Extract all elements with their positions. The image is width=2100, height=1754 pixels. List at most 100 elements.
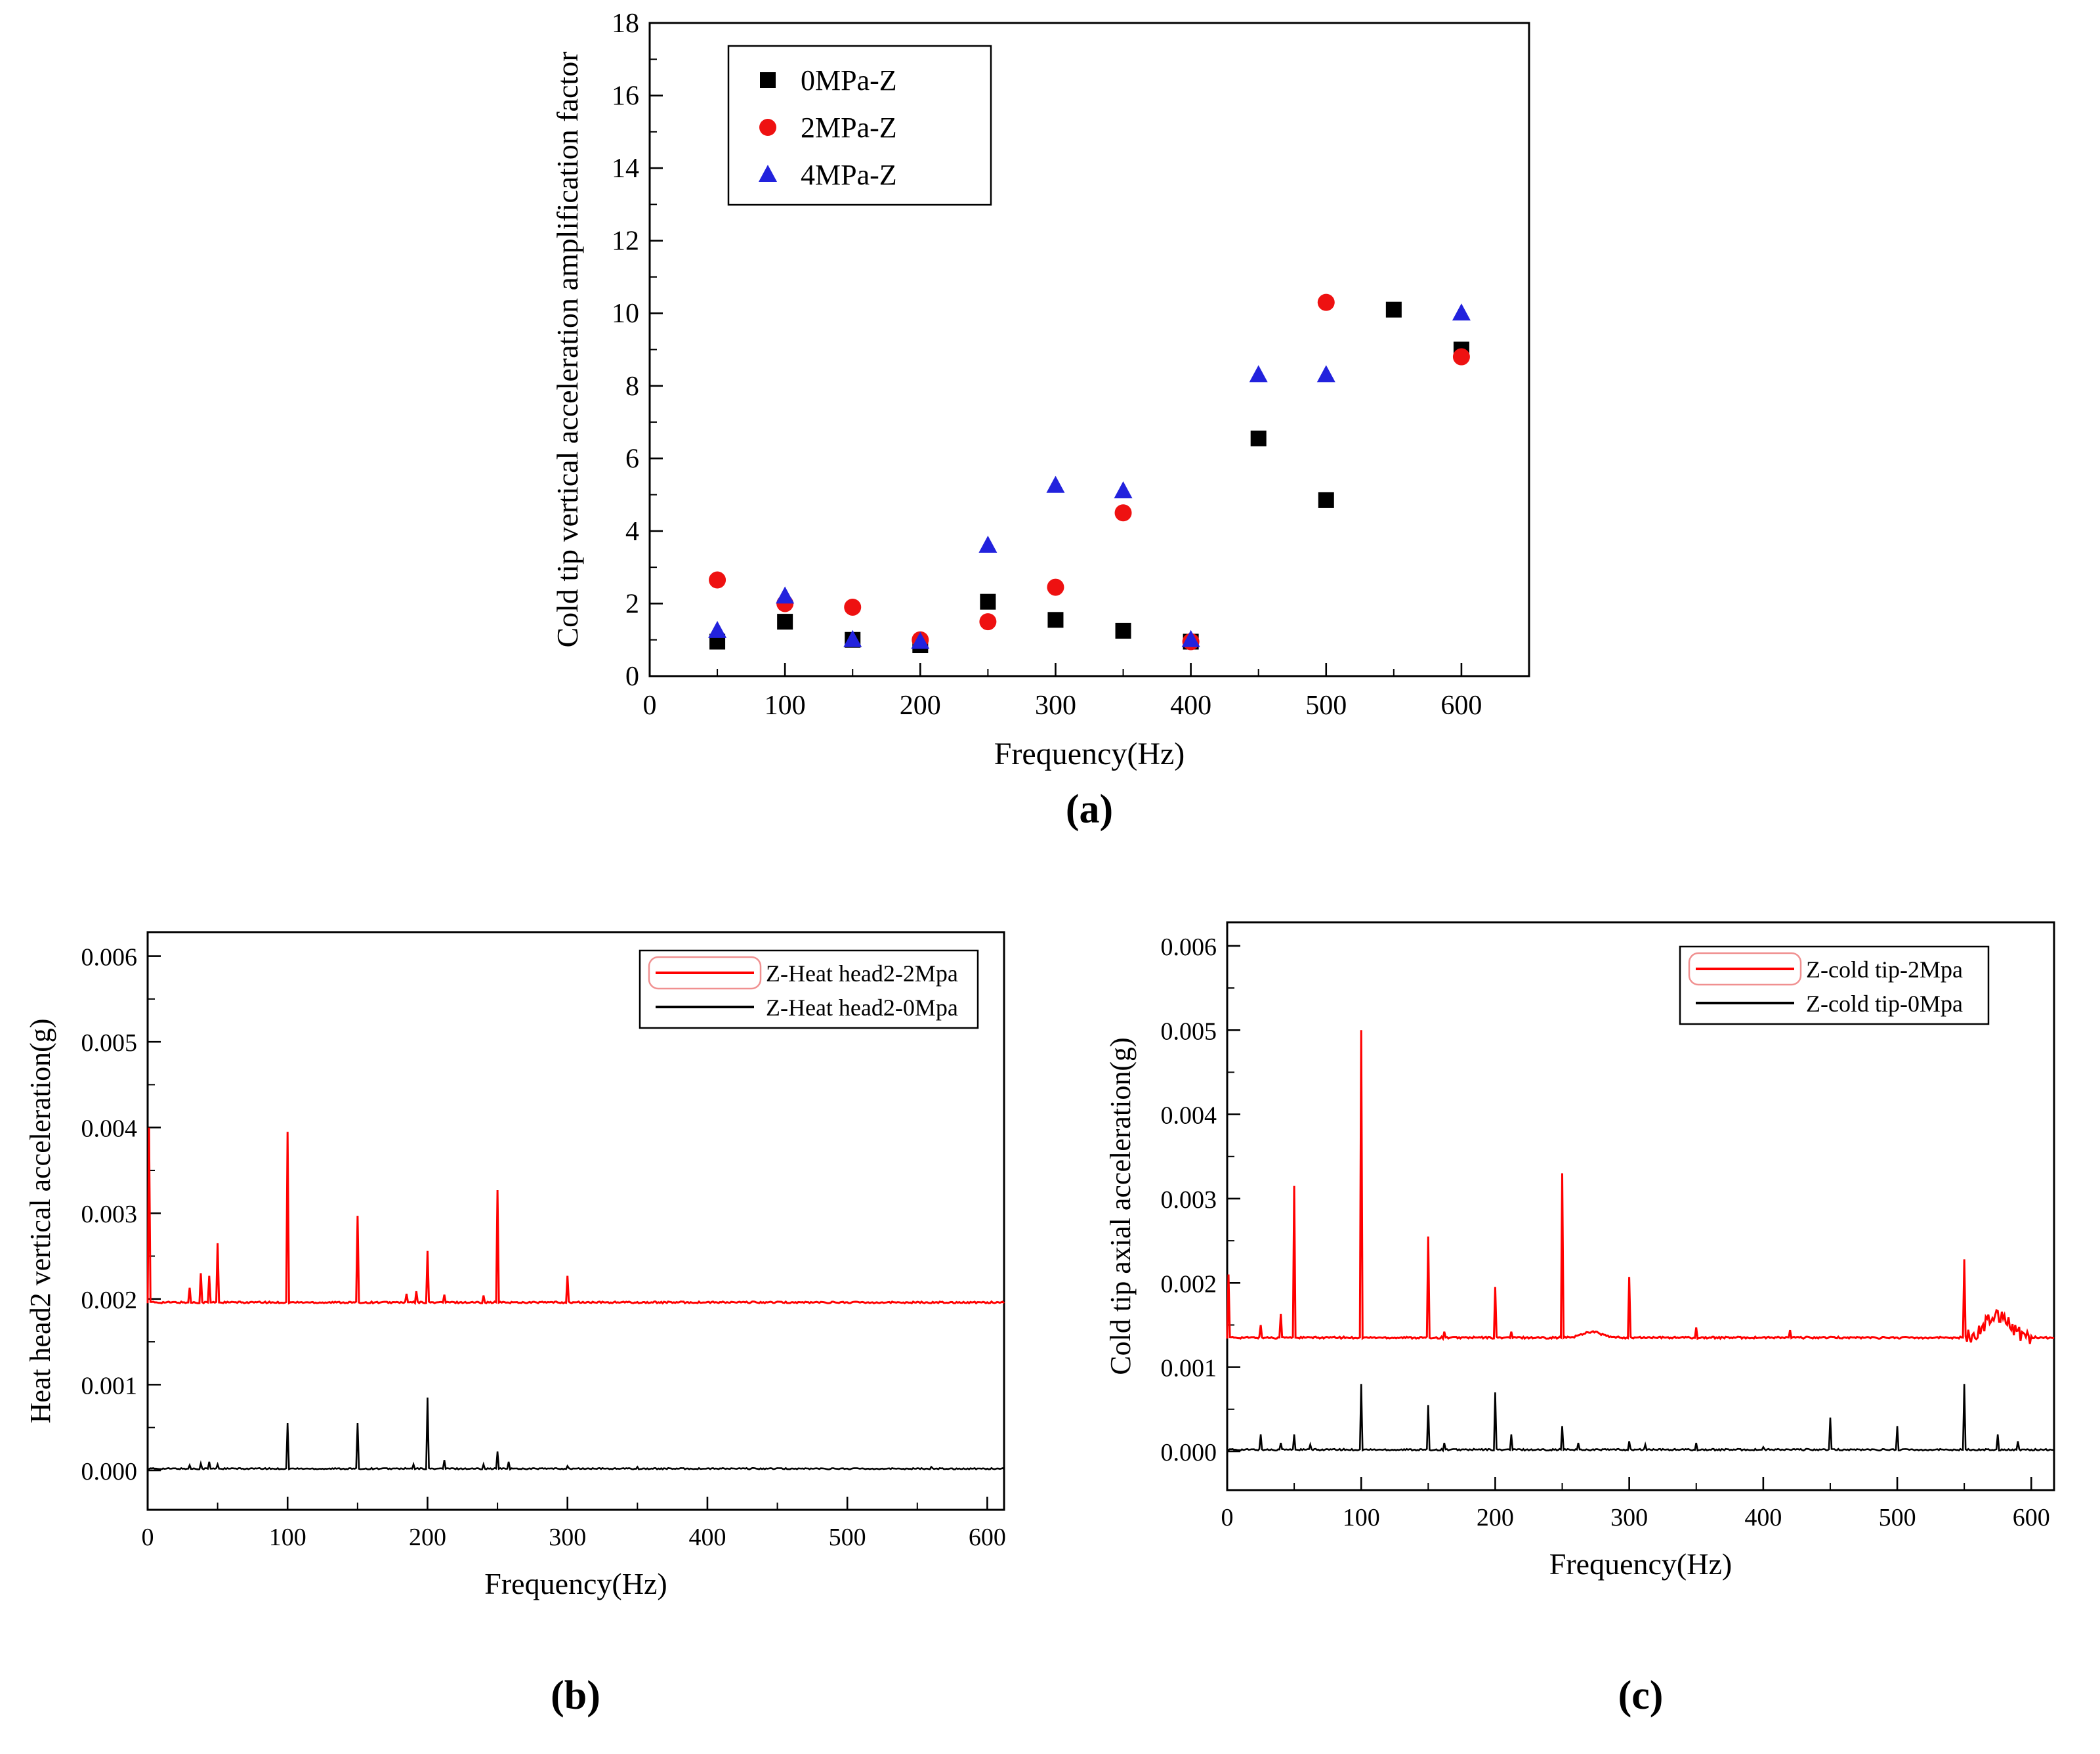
panel-c-label: (c) — [1618, 1673, 1664, 1718]
axis-text: 2MPa-Z — [801, 112, 897, 144]
panel-a-label: (a) — [1065, 787, 1114, 832]
triangle-marker — [1316, 365, 1335, 383]
chart-c-plot: 0 100 200 300 400 500 600 0.000 0.001 0.002 0.003 0… — [1104, 921, 2055, 1581]
axis-text: 300 — [1610, 1504, 1648, 1531]
triangle-marker — [759, 165, 777, 182]
axes-b: 0 100 200 300 400 500 600 0.000 0.001 0.002 0.003 0… — [24, 931, 1006, 1600]
series-4MPa-Z — [708, 303, 1471, 649]
legend-c: Z-cold tip-2Mpa Z-cold tip-0Mpa — [1679, 945, 1990, 1025]
axis-text: 500 — [829, 1524, 866, 1551]
circle-marker — [759, 119, 776, 136]
axis-text: 0.004 — [81, 1115, 138, 1143]
series-line-Z-cold tip-2Mpa — [1226, 1030, 2055, 1344]
series-0MPa-Z — [709, 301, 1469, 654]
triangle-marker — [1114, 481, 1133, 499]
axis-text: 10 — [612, 299, 639, 329]
triangle-marker — [911, 631, 930, 649]
axis-text: 0.004 — [1161, 1102, 1217, 1130]
axis-text: 0.002 — [81, 1287, 138, 1314]
axis-text: 0.001 — [81, 1372, 138, 1400]
series-line-Z-cold tip-0Mpa — [1227, 1384, 2055, 1453]
axis-text: 4 — [625, 517, 639, 547]
triangle-marker — [843, 630, 862, 647]
axis-text: 0.001 — [1161, 1355, 1217, 1382]
axis-text: 600 — [2013, 1504, 2050, 1531]
axis-text: 500 — [1305, 691, 1347, 721]
axis-text: 400 — [1744, 1504, 1782, 1531]
axis-text: 0 — [1221, 1504, 1234, 1531]
chart-b-plot: 0 100 200 300 400 500 600 0.000 0.001 0.002 0.003 0… — [24, 931, 1006, 1600]
axis-text: 0.002 — [1161, 1270, 1217, 1298]
series-a — [708, 293, 1471, 654]
legend-b: Z-Heat head2-2Mpa Z-Heat head2-0Mpa — [639, 949, 979, 1029]
axis-text: 0.006 — [81, 944, 138, 972]
axis-text: 8 — [625, 372, 639, 402]
panel-b-label: (b) — [551, 1673, 600, 1718]
series-2MPa-Z — [709, 293, 1470, 651]
axis-text: 0.000 — [1161, 1439, 1217, 1466]
series-line-Z-Heat head2-2Mpa — [146, 1127, 1005, 1306]
axis-text: 600 — [969, 1524, 1006, 1551]
square-marker — [1250, 430, 1267, 446]
axis-text: 14 — [612, 154, 639, 184]
axis-text: 18 — [612, 9, 639, 39]
axis-text: 16 — [612, 81, 639, 112]
triangle-marker — [1452, 303, 1471, 321]
axis-text: 0.005 — [81, 1029, 138, 1057]
chart-a-plot: 0 100 200 300 400 500 600 0 2 4 6 8 10 12 14 16 18 Freque… — [551, 9, 1530, 771]
axis-text: 0MPa-Z — [801, 64, 897, 96]
axis-text: 0.005 — [1161, 1017, 1217, 1045]
circle-marker — [1047, 578, 1064, 596]
triangle-marker — [1249, 365, 1268, 383]
axes-a: 0 100 200 300 400 500 600 0 2 4 6 8 10 12 14 16 18 Freque… — [551, 9, 1530, 771]
triangle-marker — [708, 620, 727, 638]
axes-c: 0 100 200 300 400 500 600 0.000 0.001 0.002 0.003 0… — [1104, 921, 2055, 1581]
triangle-marker — [1181, 630, 1200, 647]
axis-text: Heat head2 vertical acceleration(g) — [24, 1019, 56, 1424]
axis-text: Frequency(Hz) — [484, 1567, 667, 1600]
axis-text: 500 — [1879, 1504, 1916, 1531]
axis-text: 300 — [549, 1524, 586, 1551]
axis-text: 0.006 — [1161, 933, 1217, 961]
axis-text: Z-cold tip-0Mpa — [1806, 991, 1963, 1017]
axis-text: Z-Heat head2-2Mpa — [766, 960, 958, 987]
axis-text: 100 — [269, 1524, 306, 1551]
circle-marker — [1452, 348, 1470, 366]
axis-text: 400 — [1170, 691, 1211, 721]
axis-text: 100 — [765, 691, 806, 721]
axis-text: Z-Heat head2-0Mpa — [766, 995, 958, 1021]
circle-marker — [1114, 504, 1132, 522]
square-marker — [760, 72, 776, 88]
axis-text: Frequency(Hz) — [1549, 1547, 1732, 1581]
square-marker — [980, 593, 996, 610]
axis-text: 0.003 — [1161, 1186, 1217, 1214]
axis-text: 2 — [625, 589, 639, 619]
axis-text: 12 — [612, 226, 639, 257]
axis-text: 0.000 — [81, 1458, 138, 1486]
axis-text: 0 — [643, 691, 657, 721]
axis-text: Frequency(Hz) — [994, 737, 1185, 771]
triangle-marker — [776, 586, 795, 604]
circle-marker — [844, 598, 862, 616]
triangle-marker — [1046, 475, 1065, 493]
legend-sample-box — [648, 956, 762, 990]
square-marker — [1115, 622, 1131, 639]
axis-text: 200 — [1477, 1504, 1514, 1531]
axis-text: Z-cold tip-2Mpa — [1806, 956, 1963, 983]
axis-text: 0 — [625, 662, 639, 692]
axis-text: 200 — [900, 691, 941, 721]
axis-text: 6 — [625, 444, 639, 474]
axis-text: 0 — [142, 1524, 154, 1551]
square-marker — [777, 614, 793, 630]
axis-text: 0.003 — [81, 1201, 138, 1228]
axis-text: 4MPa-Z — [801, 159, 897, 191]
triangle-marker — [978, 536, 998, 553]
axis-text: 200 — [409, 1524, 446, 1551]
legend-sample-box — [1688, 952, 1802, 986]
axis-text: 300 — [1035, 691, 1076, 721]
series-b — [146, 1127, 1005, 1471]
axis-text: 600 — [1440, 691, 1482, 721]
axis-text: Cold tip axial acceleration(g) — [1104, 1037, 1137, 1375]
axis-text: Cold tip vertical acceleration amplifica… — [551, 51, 584, 647]
